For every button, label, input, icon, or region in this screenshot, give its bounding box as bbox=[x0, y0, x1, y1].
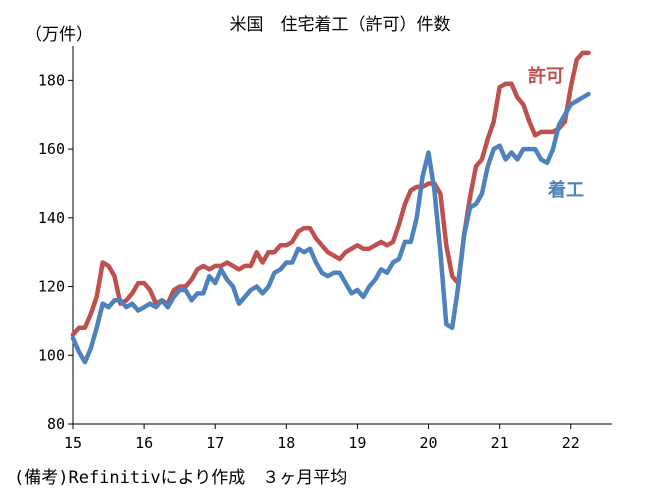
y-tick-label: 100 bbox=[38, 346, 65, 364]
y-tick-label: 180 bbox=[38, 71, 65, 89]
chart-title: 米国 住宅着工（許可）件数 bbox=[230, 15, 451, 35]
x-tick-label: 19 bbox=[348, 434, 366, 452]
series-label-permits: 許可 bbox=[528, 65, 564, 87]
y-tick-label: 140 bbox=[38, 209, 65, 227]
y-tick-label: 80 bbox=[47, 415, 65, 433]
source-note: (備考)Refinitivにより作成 ３ヶ月平均 bbox=[14, 468, 347, 488]
y-tick-label: 120 bbox=[38, 278, 65, 296]
series-line-starts bbox=[70, 91, 591, 365]
y-axis-unit-label: （万件） bbox=[25, 25, 93, 45]
x-tick-label: 16 bbox=[135, 434, 153, 452]
x-tick-label: 18 bbox=[277, 434, 295, 452]
x-tick-label: 15 bbox=[64, 434, 82, 452]
x-tick-label: 17 bbox=[206, 434, 224, 452]
x-tick-label: 22 bbox=[562, 434, 580, 452]
x-tick-label: 21 bbox=[491, 434, 509, 452]
plot-area: 80 100 120 140 160 180 15 16 17 18 19 20 21 22 bbox=[38, 46, 612, 452]
series-label-starts: 着工 bbox=[547, 179, 584, 201]
y-tick-label: 160 bbox=[38, 140, 65, 158]
x-tick-label: 20 bbox=[420, 434, 438, 452]
series-line-permits bbox=[70, 50, 591, 337]
